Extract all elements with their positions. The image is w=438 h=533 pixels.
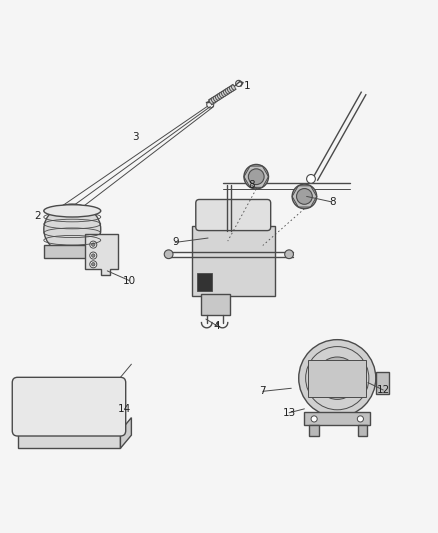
Text: 8: 8 (329, 197, 336, 207)
FancyBboxPatch shape (12, 377, 126, 436)
Polygon shape (85, 233, 118, 275)
FancyBboxPatch shape (192, 226, 275, 296)
Ellipse shape (221, 91, 225, 96)
Text: 12: 12 (377, 385, 390, 395)
Ellipse shape (211, 98, 215, 103)
Circle shape (164, 250, 173, 259)
Circle shape (357, 416, 364, 422)
Ellipse shape (209, 99, 213, 104)
Circle shape (90, 261, 97, 268)
Text: 2: 2 (34, 211, 41, 221)
Ellipse shape (219, 93, 223, 98)
Ellipse shape (225, 89, 230, 94)
Circle shape (92, 243, 95, 246)
Circle shape (244, 165, 268, 189)
Text: 4: 4 (213, 321, 220, 330)
Ellipse shape (227, 87, 231, 93)
Polygon shape (120, 418, 131, 448)
Text: 1: 1 (244, 81, 251, 91)
Ellipse shape (44, 205, 101, 217)
Polygon shape (376, 372, 389, 393)
Bar (304, 413, 370, 425)
Circle shape (92, 263, 95, 266)
Text: 7: 7 (259, 386, 266, 397)
Ellipse shape (231, 85, 235, 90)
Ellipse shape (223, 90, 227, 95)
Circle shape (311, 416, 317, 422)
Bar (309, 425, 318, 437)
Text: 8: 8 (248, 181, 255, 190)
Circle shape (297, 189, 312, 204)
Ellipse shape (215, 95, 219, 100)
Circle shape (90, 252, 97, 259)
FancyBboxPatch shape (196, 199, 271, 231)
Bar (197, 273, 212, 290)
Circle shape (299, 340, 376, 417)
Circle shape (92, 254, 95, 257)
Circle shape (307, 174, 315, 183)
Text: 9: 9 (172, 237, 179, 247)
Bar (44, 245, 101, 258)
Text: 3: 3 (132, 132, 139, 142)
Circle shape (248, 169, 264, 184)
Text: 10: 10 (123, 276, 136, 286)
Ellipse shape (230, 86, 233, 91)
Text: 13: 13 (283, 408, 296, 418)
Circle shape (316, 357, 358, 399)
Text: 14: 14 (118, 404, 131, 414)
Bar (358, 425, 367, 437)
Circle shape (292, 184, 317, 209)
Circle shape (285, 250, 293, 259)
Bar (308, 360, 366, 397)
Ellipse shape (217, 94, 221, 99)
Polygon shape (18, 431, 120, 448)
Bar (201, 294, 230, 314)
Ellipse shape (44, 204, 101, 254)
Circle shape (90, 241, 97, 248)
Ellipse shape (213, 96, 217, 102)
